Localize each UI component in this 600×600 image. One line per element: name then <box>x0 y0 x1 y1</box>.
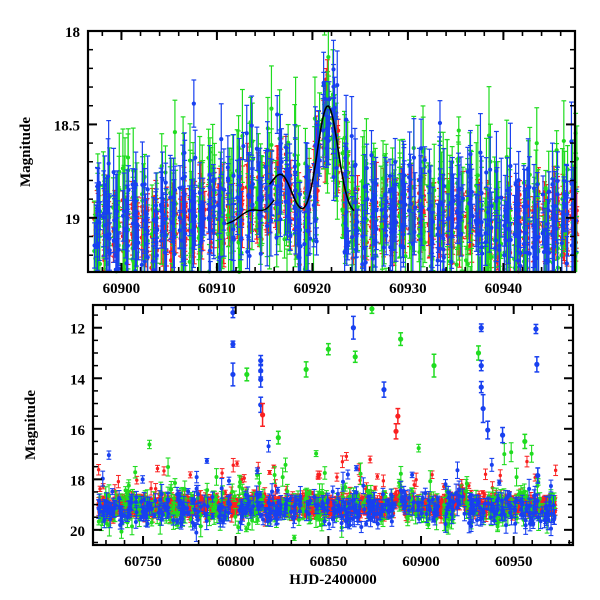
bottom-panel-xlabel: HJD-2400000 <box>289 572 377 588</box>
bottom-panel-data-points <box>96 305 559 543</box>
xtick-label: 60930 <box>389 281 427 297</box>
xtick-label: 60900 <box>103 281 141 297</box>
ytick-label: 18 <box>65 25 80 41</box>
top-panel-data-points <box>91 31 580 274</box>
ytick-label: 18.5 <box>54 118 80 134</box>
xtick-label: 60910 <box>198 281 236 297</box>
xtick-label: 60900 <box>402 554 440 570</box>
ytick-label: 20 <box>70 524 85 540</box>
top-panel-group: 60900 60910 60920 60930 60940 18 18.5 19 Magnit… <box>18 25 580 297</box>
xtick-label: 60800 <box>217 554 255 570</box>
xtick-label: 60940 <box>485 281 523 297</box>
ytick-label: 18 <box>70 473 85 489</box>
xtick-label: 60850 <box>310 554 348 570</box>
ytick-label: 12 <box>70 322 85 338</box>
xtick-label: 60920 <box>294 281 332 297</box>
ytick-label: 14 <box>70 372 86 388</box>
bottom-panel-tick-labels: 60750 60800 60850 60900 60950 12 14 16 18 20 <box>70 322 532 570</box>
xtick-label: 60750 <box>124 554 162 570</box>
top-panel-tick-labels: 60900 60910 60920 60930 60940 18 18.5 19 <box>54 25 522 297</box>
bottom-panel-group: 60750 60800 60850 60900 60950 12 14 16 18 20 Magn… <box>23 303 575 588</box>
top-panel-axes-frame <box>86 29 577 274</box>
ytick-label: 19 <box>65 212 80 228</box>
xtick-label: 60950 <box>495 554 533 570</box>
bottom-panel-axes-frame <box>91 303 575 547</box>
bottom-panel-ylabel: Magnitude <box>23 390 39 460</box>
top-panel-ylabel: Magnitude <box>18 117 34 187</box>
ytick-label: 16 <box>70 423 86 439</box>
